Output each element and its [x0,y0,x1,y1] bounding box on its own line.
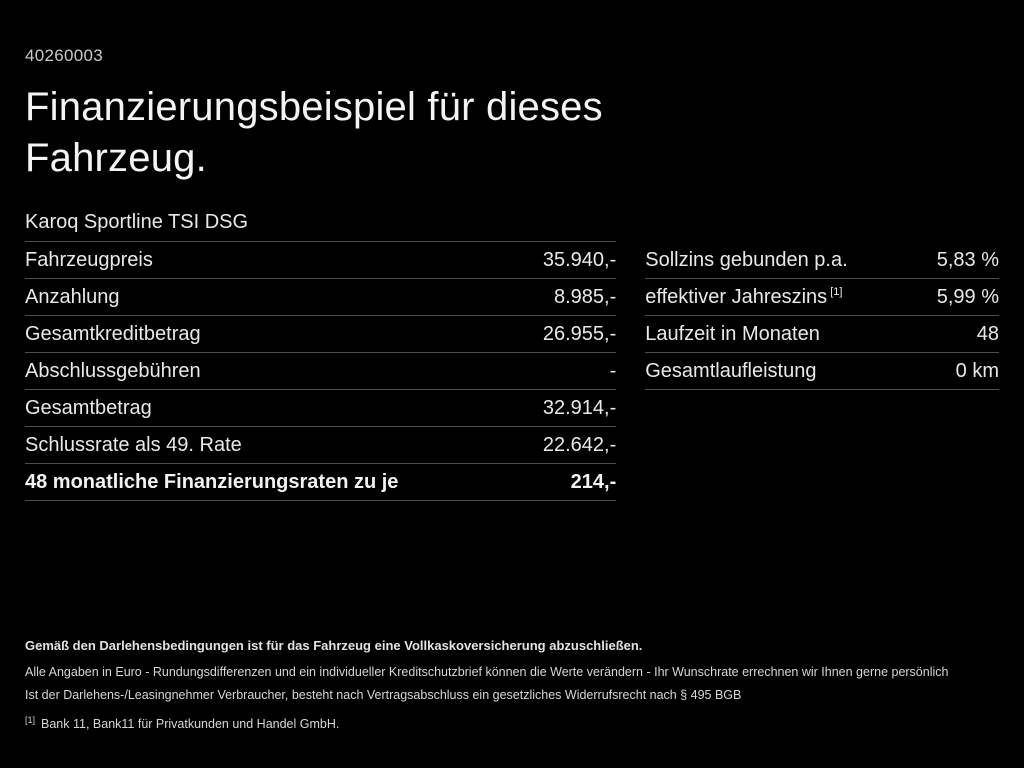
row-value: 8.985,- [553,285,617,308]
row-value: 5,83 % [936,248,999,271]
table-row-abschlussgebuehren: Abschlussgebühren - [25,353,617,390]
table-row-anzahlung: Anzahlung 8.985,- [25,279,617,316]
table-row-gesamtlaufleistung: Gesamtlaufleistung 0 km [645,353,999,390]
table-row-sollzins: Sollzins gebunden p.a. 5,83 % [645,242,999,279]
row-value: 5,99 % [936,285,999,308]
row-label: 48 monatliche Finanzierungsraten zu je [25,470,399,493]
footnote-reference: [1] [830,285,843,298]
table-row-gesamtkreditbetrag: Gesamtkreditbetrag 26.955,- [25,316,617,353]
row-value: 214,- [570,470,617,493]
row-label: Fahrzeugpreis [25,248,153,271]
row-label-text: effektiver Jahreszins [645,285,828,308]
vehicle-model: Karoq Sportline TSI DSG [25,210,617,242]
page-title: Finanzierungsbeispiel für dieses Fahrzeu… [25,82,999,184]
reference-number: 40260003 [25,46,104,65]
table-row-monatsrate: 48 monatliche Finanzierungsraten zu je 2… [25,464,617,501]
row-label: Schlussrate als 49. Rate [25,433,242,456]
footer-disclaimer-line: Ist der Darlehens-/Leasingnehmer Verbrau… [25,688,742,702]
financing-table-right: Sollzins gebunden p.a. 5,83 % effektiver… [645,242,999,390]
legal-footer: Gemäß den Darlehensbedingungen ist für d… [25,638,999,731]
table-row-schlussrate: Schlussrate als 49. Rate 22.642,- [25,427,617,464]
footnote-marker: [1] [25,715,36,725]
footnote-text: Bank 11, Bank11 für Privatkunden und Han… [41,717,340,732]
row-value: 35.940,- [542,248,617,271]
table-row-laufzeit: Laufzeit in Monaten 48 [645,316,999,353]
row-label: Gesamtlaufleistung [645,359,817,382]
table-row-fahrzeugpreis: Fahrzeugpreis 35.940,- [25,242,617,279]
row-label: Anzahlung [25,285,120,308]
row-value: 26.955,- [542,322,617,345]
financing-tables: Karoq Sportline TSI DSG Fahrzeugpreis 35… [25,210,999,501]
financing-table-left: Karoq Sportline TSI DSG Fahrzeugpreis 35… [25,210,617,501]
footer-disclaimer-line: Alle Angaben in Euro - Rundungsdifferenz… [25,665,949,679]
row-value: 0 km [955,359,999,382]
footer-footnote: [1] Bank 11, Bank11 für Privatkunden und … [25,715,999,731]
row-label: effektiver Jahreszins [1] [645,286,842,309]
content-area: 40260003 Finanzierungsbeispiel für diese… [0,46,1024,501]
row-value: 22.642,- [542,433,617,456]
row-value: 32.914,- [542,396,617,419]
row-label: Laufzeit in Monaten [645,322,820,345]
row-value: - [609,359,617,382]
page-title-line-1: Finanzierungsbeispiel für dieses [25,85,603,129]
table-row-gesamtbetrag: Gesamtbetrag 32.914,- [25,390,617,427]
row-label: Gesamtbetrag [25,396,152,419]
footer-insurance-note: Gemäß den Darlehensbedingungen ist für d… [25,638,643,653]
row-label: Sollzins gebunden p.a. [645,248,848,271]
row-value: 48 [976,322,999,345]
row-label: Gesamtkreditbetrag [25,322,201,345]
financing-example-page: { "page": { "background": "#000000", "te… [0,46,1024,768]
table-row-effektiver-jahreszins: effektiver Jahreszins [1] 5,99 % [645,279,999,316]
page-title-line-2: Fahrzeug. [25,136,207,180]
row-label: Abschlussgebühren [25,359,201,382]
